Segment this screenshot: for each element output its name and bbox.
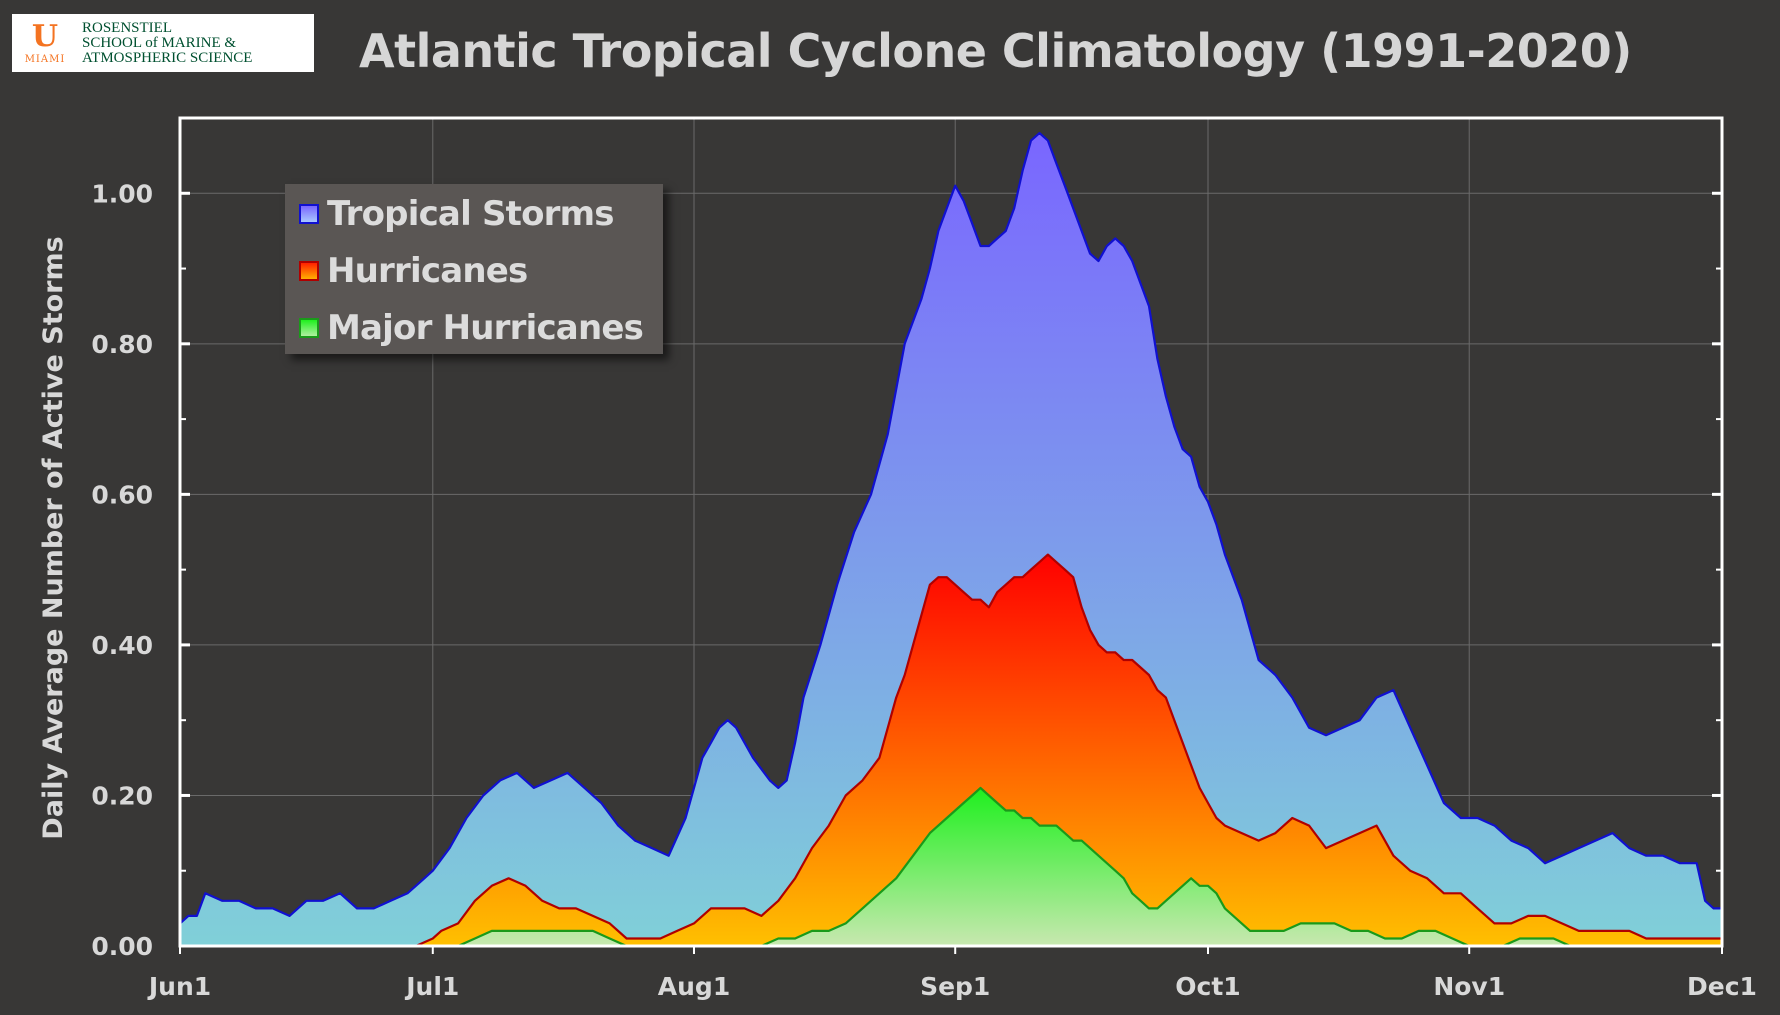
logo-line-1: ROSENSTIEL [82,19,172,36]
logo-line-3: ATMOSPHERIC SCIENCE [82,49,253,66]
legend: Tropical Storms Hurricanes Major Hurrica… [285,184,663,354]
u-letter: U [31,18,59,54]
major-hurricanes-area [180,787,1722,946]
y-tick-label: 0.00 [91,932,153,961]
legend-item-hurricanes: Hurricanes [299,251,528,291]
tropical-storms-area [180,133,1722,947]
logo-line-2: SCHOOL of MARINE & [82,34,237,51]
legend-item-tropical-storms: Tropical Storms [299,194,615,234]
logo-city: MIAMI [24,53,66,65]
u-logo-mark: U MIAMI [18,18,72,65]
x-tick-label: Dec1 [1687,972,1757,1001]
tick-labels: Jun1 Jul1 Aug1 Sep1 Oct1 Nov1 Dec1 0.00 0.20 0.40… [91,179,1757,1001]
x-tick-label: Jul1 [404,972,459,1001]
axes [178,116,1724,954]
tropical-storms-line [179,132,1722,925]
logo-text: ROSENSTIEL SCHOOL of MARINE & ATMOSPHERI… [82,19,253,66]
plot-frame [178,116,1724,948]
hurricanes-area [180,554,1722,946]
y-tick-label: 1.00 [91,179,153,208]
major-hurricanes-swatch [299,318,319,338]
x-tick-label: Sep1 [920,972,990,1001]
y-tick-label: 0.80 [91,330,153,359]
chart-title: Atlantic Tropical Cyclone Climatology (1… [359,24,1632,78]
legend-label-major-hurricanes: Major Hurricanes [327,308,644,348]
hurricanes-swatch [299,261,319,281]
tropical-storms-swatch [299,204,319,224]
legend-label-tropical-storms: Tropical Storms [327,194,615,234]
x-tick-label: Aug1 [658,972,730,1001]
y-axis-label: Daily Average Number of Active Storms [38,236,69,839]
x-tick-label: Jun1 [147,972,211,1001]
hurricanes-line [180,553,1722,948]
legend-label-hurricanes: Hurricanes [327,251,528,291]
y-tick-label: 0.40 [91,631,153,660]
y-tick-label: 0.20 [91,781,153,810]
rsmas-logo: U MIAMI ROSENSTIEL SCHOOL of MARINE & AT… [12,14,314,72]
x-tick-label: Nov1 [1433,972,1505,1001]
legend-item-major-hurricanes: Major Hurricanes [299,308,644,348]
y-tick-label: 0.60 [91,480,153,509]
x-tick-label: Oct1 [1175,972,1240,1001]
